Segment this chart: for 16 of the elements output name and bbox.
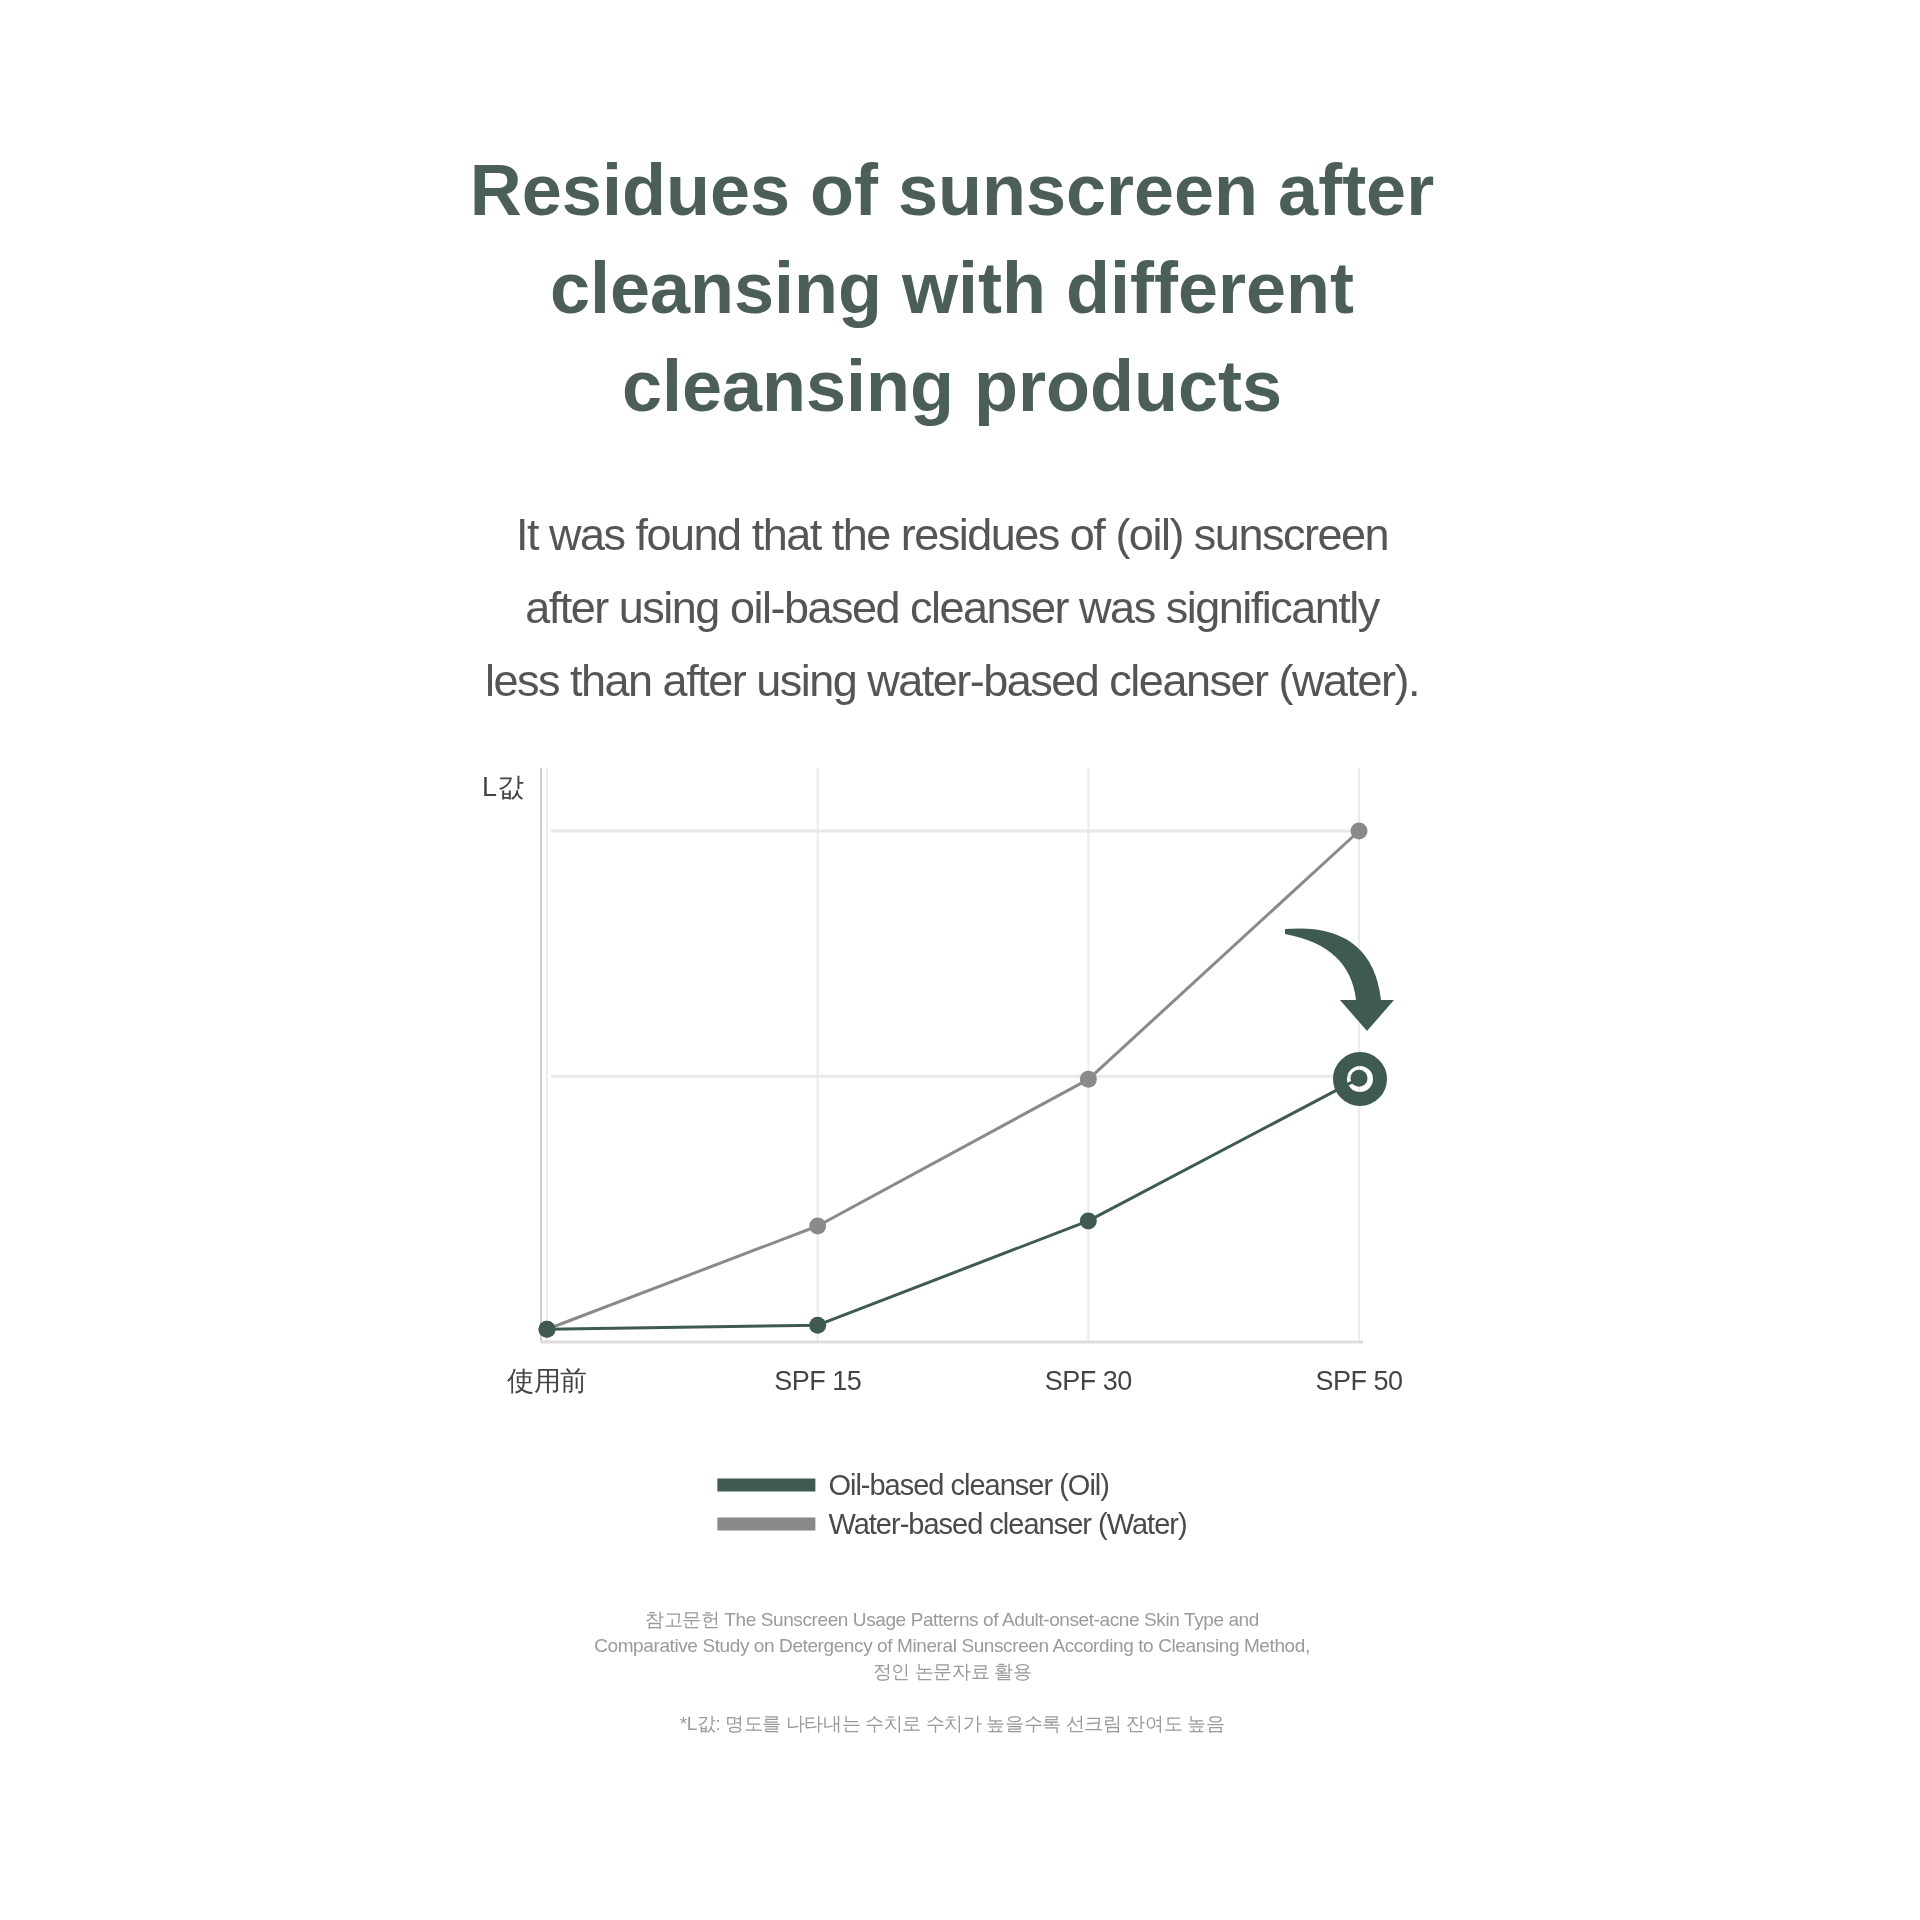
x-tick-label: 使用前 [507, 1366, 587, 1396]
point [1350, 822, 1368, 840]
text: 참고문헌 The Sunscreen Usage Patterns of Adult-onset-acne Skin Type and Comparative Study on Detergency of Mineral Sunscreen According to Cleansing Method, 정인 논문자료 활용 [593, 1608, 1311, 1684]
legend-label: Water-based cleanser (Water) [828, 1508, 1187, 1540]
point [1079, 1070, 1097, 1088]
text: *L값: 명도를 나타내는 수치로 수치가 높을수록 선크림 잔여도 높음 [678, 1712, 1226, 1736]
point [809, 1217, 827, 1235]
point [1079, 1212, 1097, 1230]
x-tick-label: SPF 50 [1315, 1366, 1403, 1396]
chart-title: Residues of sunscreen after cleansing with different cleansing products [468, 149, 1436, 428]
x-tick-label: SPF 30 [1044, 1366, 1132, 1396]
x-tick-label: SPF 15 [774, 1366, 862, 1396]
point [809, 1316, 827, 1334]
y-axis-title: L값 [481, 772, 525, 802]
legend-label: Oil-based cleanser (Oil) [828, 1469, 1109, 1501]
chart-subtitle: It was found that the residues of (oil) sunscreen after using oil-based cleanser was significantly less than after using water-based cleanser (water). [484, 508, 1420, 708]
